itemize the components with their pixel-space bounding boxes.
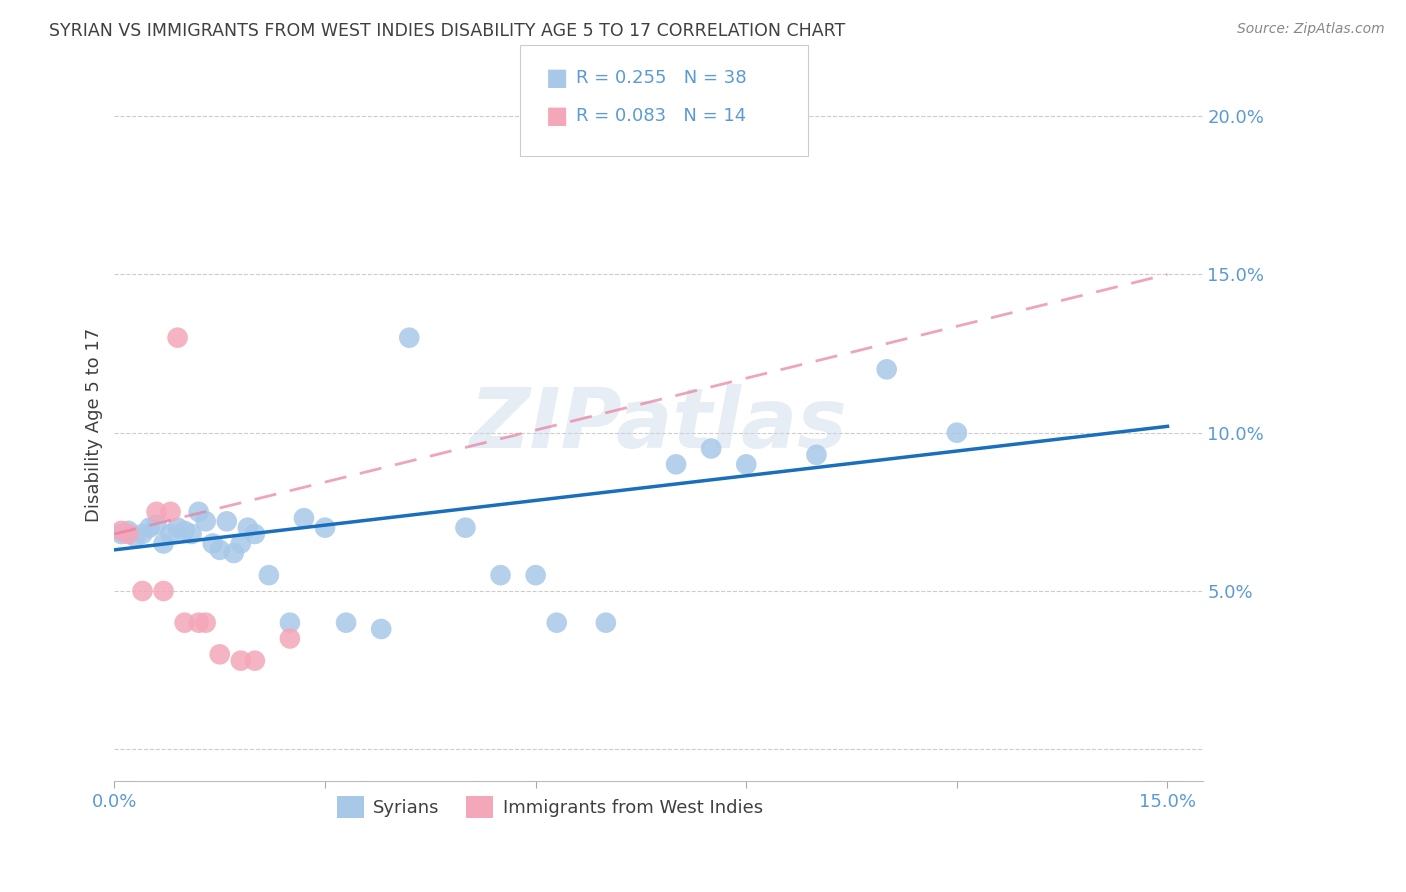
Point [173, 524, 195, 538]
Point [166, 521, 188, 535]
Point [194, 514, 217, 528]
Point [145, 517, 167, 532]
Point [700, 442, 723, 456]
Point [398, 331, 420, 345]
Text: R = 0.083   N = 14: R = 0.083 N = 14 [576, 107, 747, 125]
Legend: Syrians, Immigrants from West Indies: Syrians, Immigrants from West Indies [329, 789, 770, 825]
Point [229, 654, 252, 668]
Point [180, 527, 202, 541]
Point [159, 505, 181, 519]
Point [292, 511, 315, 525]
Point [876, 362, 898, 376]
Point [595, 615, 617, 630]
Y-axis label: Disability Age 5 to 17: Disability Age 5 to 17 [86, 327, 103, 522]
Text: ■: ■ [546, 104, 568, 128]
Point [208, 648, 231, 662]
Point [236, 521, 259, 535]
Point [110, 527, 132, 541]
Point [222, 546, 245, 560]
Text: ZIPatlas: ZIPatlas [470, 384, 848, 466]
Point [159, 527, 181, 541]
Point [665, 458, 688, 472]
Point [806, 448, 828, 462]
Point [152, 536, 174, 550]
Point [946, 425, 969, 440]
Point [215, 514, 238, 528]
Point [131, 584, 153, 599]
Point [173, 615, 195, 630]
Text: Source: ZipAtlas.com: Source: ZipAtlas.com [1237, 22, 1385, 37]
Point [243, 527, 266, 541]
Point [166, 331, 188, 345]
Point [335, 615, 357, 630]
Point [152, 584, 174, 599]
Point [257, 568, 280, 582]
Point [110, 524, 132, 538]
Point [314, 521, 336, 535]
Point [229, 536, 252, 550]
Point [131, 527, 153, 541]
Point [187, 615, 209, 630]
Point [194, 615, 217, 630]
Point [117, 524, 139, 538]
Text: SYRIAN VS IMMIGRANTS FROM WEST INDIES DISABILITY AGE 5 TO 17 CORRELATION CHART: SYRIAN VS IMMIGRANTS FROM WEST INDIES DI… [49, 22, 845, 40]
Point [201, 536, 224, 550]
Point [454, 521, 477, 535]
Point [117, 527, 139, 541]
Point [735, 458, 758, 472]
Point [489, 568, 512, 582]
Point [145, 505, 167, 519]
Point [243, 654, 266, 668]
Text: ■: ■ [546, 66, 568, 89]
Point [124, 530, 146, 544]
Point [524, 568, 547, 582]
Point [546, 615, 568, 630]
Text: R = 0.255   N = 38: R = 0.255 N = 38 [576, 69, 747, 87]
Point [278, 632, 301, 646]
Point [187, 505, 209, 519]
Point [370, 622, 392, 636]
Point [278, 615, 301, 630]
Point [138, 521, 160, 535]
Point [208, 542, 231, 557]
